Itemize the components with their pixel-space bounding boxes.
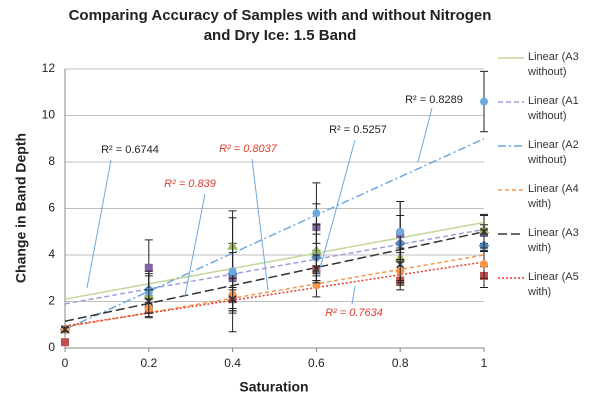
legend-label: Linear (A4 with): [528, 183, 579, 210]
legend-swatch: [498, 189, 524, 191]
chart-title: Comparing Accuracy of Samples with and w…: [68, 7, 492, 44]
y-tick-label: 10: [42, 108, 56, 122]
chart: Change in Band Depth Saturation 02468101…: [13, 61, 490, 395]
annotation: R² = 0.839: [164, 178, 216, 190]
legend-entry: Linear (A3 without): [498, 50, 592, 94]
y-tick-label: 6: [48, 201, 55, 215]
legend-entry: Linear (A3 with): [498, 226, 592, 270]
legend-swatch: [498, 145, 524, 147]
trendline: [64, 221, 485, 300]
legend-label: Linear (A3 without): [528, 51, 579, 78]
annotation: R² = 0.8289: [405, 94, 463, 106]
marker: [60, 325, 70, 334]
legend-swatch: [498, 57, 524, 59]
legend-entry: Linear (A5 with): [498, 270, 592, 314]
x-tick-label: 0.2: [140, 356, 157, 370]
legend-swatch: [498, 101, 524, 103]
legend-swatch: [498, 233, 524, 235]
trendline: [64, 254, 485, 328]
y-tick-label: 2: [48, 294, 55, 308]
marker: [228, 267, 237, 276]
legend-entry: Linear (A4 with): [498, 182, 592, 226]
legend-label: Linear (A5 with): [528, 271, 579, 298]
callout-line: [417, 107, 433, 163]
x-tick-label: 0.4: [224, 356, 241, 370]
annotation: R² = 0.7634: [325, 307, 383, 319]
y-tick-label: 8: [48, 154, 55, 168]
marker: [312, 264, 321, 274]
y-tick-label: 0: [48, 340, 55, 354]
callout-line: [86, 159, 112, 289]
x-tick-label: 0.6: [308, 356, 325, 370]
callout-line: [351, 285, 356, 305]
marker: [480, 97, 488, 106]
trendline: [64, 261, 485, 327]
trendline: [64, 231, 485, 322]
marker: [396, 260, 405, 269]
y-tick-label: 12: [42, 61, 56, 75]
legend-label: Linear (A2 without): [528, 139, 579, 166]
legend-entry: Linear (A1 without): [498, 94, 592, 138]
callout-line: [184, 193, 206, 297]
marker: [144, 297, 153, 306]
trendline: [64, 138, 485, 331]
annotation: R² = 0.8037: [219, 143, 278, 155]
callout-line: [317, 139, 356, 277]
marker: [228, 295, 237, 304]
marker: [480, 260, 488, 269]
legend-label: Linear (A3 with): [528, 227, 579, 254]
marker: [61, 338, 69, 347]
annotation: R² = 0.5257: [329, 124, 387, 136]
marker: [144, 263, 153, 272]
marker: [312, 209, 321, 218]
legend-entry: Linear (A2 without): [498, 138, 592, 182]
y-tick-label: 4: [48, 247, 55, 261]
x-tick-label: 0.8: [392, 356, 409, 370]
annotation: R² = 0.6744: [101, 144, 159, 156]
callout-line: [251, 158, 269, 291]
x-tick-label: 1: [481, 356, 488, 370]
y-axis-label: Change in Band Depth: [13, 133, 29, 283]
legend: Linear (A3 without) Linear (A1 without) Li…: [498, 50, 592, 314]
x-axis-label: Saturation: [239, 379, 308, 395]
x-tick-label: 0: [62, 356, 69, 370]
marker: [396, 227, 405, 236]
marker: [479, 227, 489, 236]
trendline: [64, 228, 485, 305]
legend-label: Linear (A1 without): [528, 95, 579, 122]
legend-swatch: [498, 277, 524, 279]
